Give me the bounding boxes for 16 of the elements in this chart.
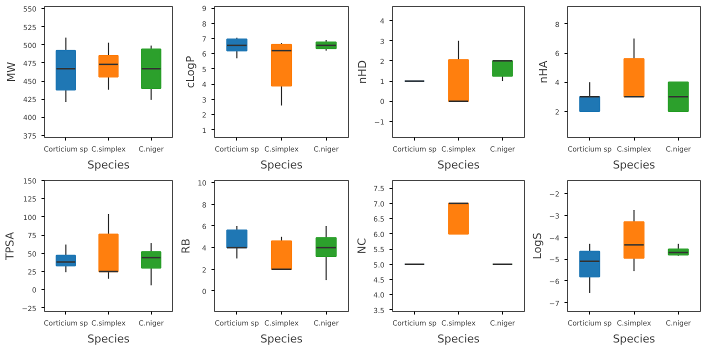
y-axis-title: cLogP bbox=[184, 55, 198, 88]
y-axis-title: RB bbox=[180, 238, 193, 254]
x-axis-title: Species bbox=[612, 158, 656, 172]
x-axis-title: Species bbox=[87, 332, 130, 346]
x-axis-title: Species bbox=[612, 332, 656, 346]
y-axis-title: nHA bbox=[537, 60, 550, 84]
x-axis-title: Species bbox=[260, 158, 303, 172]
y-axis-title: TPSA bbox=[4, 231, 17, 262]
x-axis-title: Species bbox=[260, 332, 303, 346]
y-axis-title: nHD bbox=[356, 60, 370, 84]
y-axis-title: MW bbox=[5, 62, 18, 82]
x-axis-title: Species bbox=[87, 158, 130, 172]
x-axis-title: Species bbox=[437, 158, 480, 172]
y-axis-title: NC bbox=[355, 238, 368, 254]
y-axis-title: LogS bbox=[531, 232, 544, 260]
x-axis-title: Species bbox=[437, 332, 480, 346]
